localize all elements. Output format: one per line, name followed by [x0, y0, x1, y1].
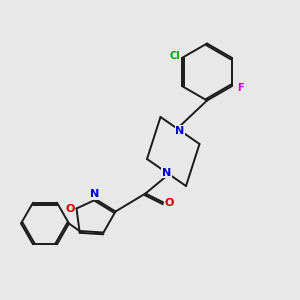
Text: F: F [237, 83, 243, 93]
Text: O: O [165, 198, 174, 208]
Text: O: O [65, 203, 75, 214]
Text: N: N [176, 125, 184, 136]
Text: Cl: Cl [169, 51, 180, 61]
Text: N: N [90, 189, 99, 199]
Text: N: N [162, 167, 171, 178]
